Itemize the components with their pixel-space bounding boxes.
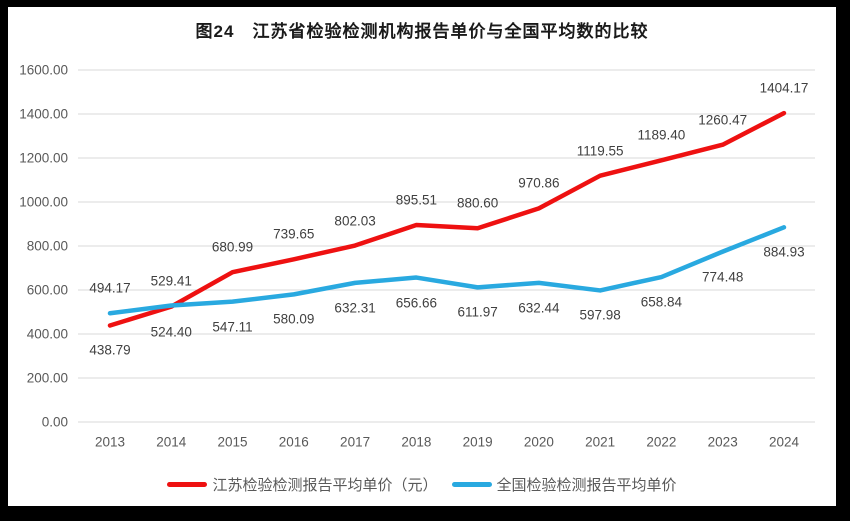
legend-item-0: 江苏检验检测报告平均单价（元） bbox=[167, 474, 438, 495]
data-point-label: 658.84 bbox=[640, 294, 683, 310]
y-axis-tick-label: 1400.00 bbox=[19, 106, 68, 122]
y-axis-tick-label: 0.00 bbox=[41, 414, 68, 430]
data-point-label: 438.79 bbox=[89, 342, 131, 358]
x-axis-tick-label: 2021 bbox=[585, 434, 616, 450]
legend-item-1: 全国检验检测报告平均单价 bbox=[451, 474, 677, 495]
data-point-label: 802.03 bbox=[334, 213, 376, 229]
line-chart bbox=[78, 69, 815, 423]
data-point-label: 970.86 bbox=[518, 175, 560, 191]
x-axis-tick-label: 2017 bbox=[340, 434, 371, 450]
data-point-label: 580.09 bbox=[273, 311, 315, 327]
data-point-label: 1189.40 bbox=[637, 127, 686, 143]
x-axis-tick-label: 2022 bbox=[646, 434, 677, 450]
data-point-label: 529.41 bbox=[150, 273, 192, 289]
x-axis-tick-label: 2014 bbox=[156, 434, 187, 450]
legend-line-swatch bbox=[451, 481, 492, 487]
legend: 江苏检验检测报告平均单价（元） 全国检验检测报告平均单价 bbox=[8, 473, 836, 495]
x-axis-tick-label: 2015 bbox=[217, 434, 248, 450]
data-point-label: 632.44 bbox=[518, 300, 560, 316]
data-point-label: 774.48 bbox=[702, 269, 744, 285]
data-point-label: 1119.55 bbox=[576, 143, 624, 159]
y-axis-tick-label: 1600.00 bbox=[19, 62, 68, 78]
x-axis-tick-label: 2013 bbox=[94, 434, 126, 450]
x-axis-tick-label: 2020 bbox=[523, 434, 554, 450]
data-point-label: 895.51 bbox=[395, 192, 437, 208]
data-point-label: 680.99 bbox=[211, 239, 254, 255]
chart-canvas: 图24 江苏省检验检测机构报告单价与全国平均数的比较 0.00 200.00 400… bbox=[8, 7, 836, 506]
x-axis-tick-label: 2018 bbox=[401, 434, 432, 450]
data-point-label: 884.93 bbox=[763, 244, 805, 260]
y-axis-tick-label: 400.00 bbox=[26, 326, 68, 342]
y-axis-tick-label: 1200.00 bbox=[19, 150, 68, 166]
data-point-label: 632.31 bbox=[334, 300, 376, 316]
data-point-label: 656.66 bbox=[395, 295, 437, 311]
y-axis-tick-label: 800.00 bbox=[26, 238, 68, 254]
data-point-label: 547.11 bbox=[212, 319, 253, 335]
data-point-label: 739.65 bbox=[273, 226, 315, 242]
legend-line-swatch bbox=[167, 481, 208, 487]
x-axis-tick-label: 2016 bbox=[278, 434, 309, 450]
plot-area: 0.00 200.00 400.00 600.00 800.00 1000.00 1200.… bbox=[8, 7, 836, 506]
y-axis-tick-label: 200.00 bbox=[26, 370, 68, 386]
data-point-label: 880.60 bbox=[456, 195, 499, 211]
legend-label: 全国检验检测报告平均单价 bbox=[496, 476, 677, 494]
x-axis-tick-label: 2019 bbox=[462, 434, 493, 450]
data-point-label: 524.40 bbox=[150, 324, 192, 340]
y-axis-tick-label: 1000.00 bbox=[19, 194, 68, 210]
x-axis-tick-label: 2024 bbox=[768, 434, 799, 450]
x-axis-tick-label: 2023 bbox=[707, 434, 738, 450]
data-point-label: 494.17 bbox=[89, 280, 131, 296]
data-point-label: 597.98 bbox=[579, 307, 621, 323]
series-line bbox=[107, 110, 787, 328]
data-point-label: 611.97 bbox=[457, 304, 498, 320]
legend-label: 江苏检验检测报告平均单价（元） bbox=[212, 476, 438, 494]
series-line bbox=[107, 225, 787, 316]
data-point-label: 1404.17 bbox=[759, 80, 809, 96]
data-point-label: 1260.47 bbox=[698, 112, 748, 128]
y-axis-tick-label: 600.00 bbox=[26, 282, 68, 298]
chart-title: 图24 江苏省检验检测机构报告单价与全国平均数的比较 bbox=[195, 22, 649, 41]
